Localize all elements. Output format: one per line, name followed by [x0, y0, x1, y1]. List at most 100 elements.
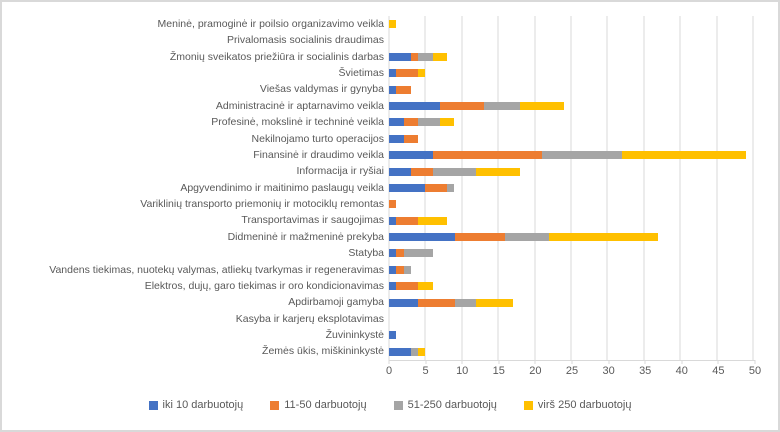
gridline — [716, 16, 718, 360]
gridline — [679, 16, 681, 360]
legend-item: iki 10 darbuotojų — [148, 399, 244, 411]
bar-track — [389, 37, 753, 45]
bar-segment — [389, 282, 397, 291]
chart-row: Administracinė ir aptarnavimo veikla — [4, 98, 753, 114]
category-label: Didmeninė ir mažmeninė prekyba — [227, 230, 384, 243]
chart-row: Žemės ūkis, miškininkystė — [4, 344, 753, 360]
chart-row: Žuvininkystė — [4, 327, 753, 343]
bar-track — [389, 298, 753, 307]
bar-segment — [505, 233, 550, 242]
chart-row: Viešas valdymas ir gynyba — [4, 82, 753, 98]
gridline — [461, 16, 463, 360]
bar-segment — [389, 167, 411, 176]
category-label: Profesinė, mokslinė ir techninė veikla — [211, 116, 384, 129]
bar-segment — [403, 134, 419, 143]
legend-item: virš 250 darbuotojų — [523, 400, 631, 411]
bar-segment — [389, 85, 397, 94]
bar-segment — [389, 134, 404, 143]
bar-segment — [432, 52, 448, 61]
bar-track — [389, 249, 753, 258]
x-tick-label: 30 — [602, 365, 615, 377]
category-label: Žemės ūkis, miškininkystė — [262, 345, 384, 358]
bar-track — [389, 167, 753, 176]
x-tick-mark — [425, 360, 427, 364]
legend-swatch — [523, 401, 533, 410]
x-tick-label: 5 — [422, 365, 429, 377]
chart-row: Elektros, dujų, garo tiekimas ir oro kon… — [4, 278, 753, 294]
x-axis-ticks — [388, 360, 756, 364]
bar-track — [389, 52, 753, 61]
chart-row: Informacija ir ryšiai — [4, 163, 753, 179]
bar-segment — [389, 52, 411, 61]
bar-segment — [389, 102, 440, 111]
x-tick-mark — [754, 360, 756, 364]
bar-track — [389, 134, 753, 143]
legend-label: iki 10 darbuotojų — [162, 399, 244, 411]
bar-track — [389, 69, 753, 78]
gridline — [534, 16, 536, 360]
legend-label: 51-250 darbuotojų — [407, 399, 497, 411]
bar-segment — [418, 282, 433, 291]
bar-segment — [389, 298, 419, 307]
category-label: Finansinė ir draudimo veikla — [253, 148, 384, 161]
x-axis-labels: 0 5 10 15 20 25 30 35 40 45 50 — [386, 365, 761, 380]
category-label: Privalomasis socialinis draudimas — [227, 34, 384, 47]
x-tick-label: 35 — [639, 365, 652, 377]
bar-segment — [410, 167, 433, 176]
gridline — [497, 16, 499, 360]
x-tick-mark — [388, 360, 390, 364]
bar-segment — [396, 69, 419, 78]
category-label: Apdirbamoji gamyba — [288, 296, 384, 309]
legend-label: 11-50 darbuotojų — [284, 399, 367, 411]
bar-segment — [396, 265, 404, 274]
x-tick-label: 15 — [492, 365, 505, 377]
legend-swatch — [393, 401, 403, 410]
x-tick-label: 40 — [675, 365, 688, 377]
bar-segment — [432, 151, 542, 160]
bar-segment — [389, 265, 397, 274]
bar-track — [389, 282, 753, 291]
x-tick-mark — [644, 360, 646, 364]
x-tick-mark — [571, 360, 573, 364]
bar-segment — [403, 249, 433, 258]
legend-item: 11-50 darbuotojų — [270, 399, 367, 411]
plot-area: Meninė, pramoginė ir poilsio organizavim… — [4, 16, 754, 360]
chart-row: Privalomasis socialinis draudimas — [4, 32, 753, 48]
x-tick-label: 45 — [712, 365, 725, 377]
legend-swatch — [270, 401, 280, 410]
bar-track — [389, 151, 753, 160]
bar-segment — [389, 151, 433, 160]
chart-row: Statyba — [4, 245, 753, 261]
bar-segment — [483, 102, 521, 111]
chart-row: Finansinė ir draudimo veikla — [4, 147, 753, 163]
legend: iki 10 darbuotojų 11-50 darbuotojų 51-250 … — [2, 400, 778, 411]
bar-track — [389, 85, 753, 94]
bar-segment — [396, 216, 419, 225]
category-label: Elektros, dujų, garo tiekimas ir oro kon… — [144, 279, 384, 292]
bar-segment — [396, 282, 419, 291]
bar-segment — [541, 151, 622, 160]
bar-segment — [389, 249, 397, 258]
gridline — [606, 16, 608, 360]
x-tick-mark — [608, 360, 610, 364]
chart-row: Meninė, pramoginė ir poilsio organizavim… — [4, 16, 753, 32]
category-label: Švietimas — [338, 67, 384, 80]
gridline — [570, 16, 572, 360]
category-label: Nekilnojamo turto operacijos — [251, 132, 384, 145]
bar-segment — [396, 249, 404, 258]
bar-segment — [389, 216, 397, 225]
bar-segment — [476, 167, 520, 176]
bar-segment — [389, 347, 411, 356]
bar-segment — [439, 102, 484, 111]
bar-segment — [410, 347, 419, 356]
bar-segment — [418, 347, 426, 356]
bar-segment — [389, 233, 455, 242]
bar-segment — [403, 118, 419, 127]
bar-segment — [425, 183, 448, 192]
bar-rows: Meninė, pramoginė ir poilsio organizavim… — [4, 16, 753, 360]
x-tick-mark — [681, 360, 683, 364]
bar-track — [389, 331, 753, 340]
x-tick-mark — [461, 360, 463, 364]
bar-segment — [476, 298, 513, 307]
bar-segment — [454, 298, 477, 307]
